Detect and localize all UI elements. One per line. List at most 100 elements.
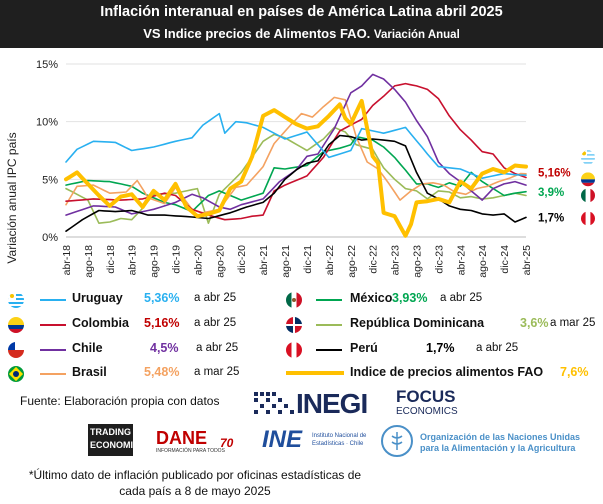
uruguay-name: Uruguay — [72, 291, 123, 305]
peru-line-sample — [316, 349, 342, 351]
x-tick-label: dic-24 — [499, 245, 511, 274]
brasil-flag-icon — [8, 366, 24, 382]
ine-sub-2: Estadísticas · Chile — [312, 441, 364, 447]
brasil-date: a mar 25 — [194, 366, 240, 378]
x-tick-label: ago-18 — [83, 245, 95, 278]
subtitle-main: VS Indice precios de Alimentos FAO. — [143, 26, 371, 41]
trading-economics-full: TRADING ECONOMICS — [88, 424, 146, 456]
series-lines — [64, 73, 528, 238]
dane-logo: DANE 70 INFORMACIÓN PARA TODOS — [156, 428, 246, 458]
chile-date: a abr 25 — [196, 342, 239, 354]
x-tick-label: ago-21 — [280, 245, 292, 278]
footnote-line-1: *Último dato de inflación publicado por … — [28, 468, 362, 482]
legend-item-mexico: México 3,93% a abr 25 — [286, 290, 596, 310]
economics-word: ECONOMICS — [90, 440, 146, 450]
source-text: Fuente: Elaboración propia con datos — [20, 394, 220, 408]
x-tick-label: dic-22 — [368, 245, 380, 274]
series-line-indice-de-precios-alimentos-fao — [64, 98, 528, 238]
inegi-mark-icon — [254, 392, 294, 414]
chile-value: 4,5% — [150, 341, 179, 355]
legend-item-dominicana: República Dominicana 3,6% a mar 25 — [286, 315, 596, 335]
legend-item-brasil: Brasil 5,48% a mar 25 — [8, 364, 278, 384]
y-tick-label: 15% — [36, 59, 58, 71]
focus-economics-text: ECONOMICS — [396, 406, 458, 417]
chile-flag-icon — [8, 342, 24, 358]
footnote: *Último dato de inflación publicado por … — [0, 467, 390, 499]
focus-economics-logo: FOCUS ECONOMICS — [396, 388, 486, 422]
x-tick-label: abr-19 — [127, 245, 139, 276]
uruguay-value: 5,36% — [144, 291, 180, 305]
legend-item-uruguay: Uruguay 5,36% a abr 25 — [8, 290, 278, 310]
inegi-text: INEGI — [296, 388, 368, 419]
chile-name: Chile — [72, 341, 103, 355]
dane-sub: INFORMACIÓN PARA TODOS — [156, 448, 225, 454]
y-tick-label: 10% — [36, 117, 58, 129]
dominicana-date: a mar 25 — [550, 317, 596, 329]
x-tick-label: dic-20 — [236, 245, 248, 274]
mexico-end-flag-icon — [581, 188, 595, 203]
x-tick-label: abr-18 — [61, 245, 73, 276]
fao-text-1: Organización de las Naciones Unidas — [420, 432, 581, 442]
brasil-name: Brasil — [72, 365, 107, 379]
dominicana-flag-icon — [286, 317, 302, 333]
fao-text-2: para la Alimentación y la Agricultura — [420, 443, 576, 453]
series-line-colombia — [65, 82, 527, 221]
x-tick-label: abr-21 — [258, 245, 270, 276]
dane-years: 70 — [220, 436, 234, 450]
x-tick-label: dic-21 — [302, 245, 314, 274]
fao-line-sample — [286, 371, 344, 375]
peru-flag-icon — [286, 342, 302, 358]
series-line-per- — [65, 134, 527, 232]
x-axis-ticks: abr-18 ago-18 dic-18 abr-19 ago-19 dic-19 abr-… — [61, 245, 533, 278]
fao-value: 7,6% — [560, 365, 589, 379]
fao-name: Indice de precios alimentos FAO — [350, 365, 544, 379]
brasil-value: 5,48% — [144, 365, 180, 379]
focus-text: FOCUS — [396, 387, 456, 406]
dominicana-value: 3,6% — [520, 316, 549, 330]
ine-text: INE — [262, 426, 303, 453]
end-flags — [581, 150, 595, 226]
mexico-name: México — [350, 291, 393, 305]
fao-logo: Organización de las Naciones Unidas para… — [380, 424, 580, 458]
end-label: 3,9% — [538, 187, 564, 199]
dominicana-line-sample — [316, 324, 342, 326]
fao-emblem-icon — [381, 425, 413, 457]
chile-line-sample — [40, 349, 66, 351]
chart-subtitle: VS Indice precios de Alimentos FAO. Vari… — [0, 26, 603, 41]
end-labels: 5,16% 3,9% 1,7% — [538, 167, 571, 224]
mexico-date: a abr 25 — [440, 292, 483, 304]
x-tick-label: dic-23 — [433, 245, 445, 274]
colombia-value: 5,16% — [144, 316, 180, 330]
y-gridlines — [66, 63, 526, 238]
footnote-line-2: cada país a 8 de mayo 2025 — [119, 484, 271, 498]
peru-date: a abr 25 — [476, 342, 519, 354]
legend-item-fao: Indice de precios alimentos FAO 7,6% — [286, 364, 598, 384]
subtitle-small: Variación Anual — [373, 29, 460, 41]
series-line-uruguay — [65, 112, 527, 179]
colombia-date: a abr 25 — [194, 317, 237, 329]
legend-item-peru: Perú 1,7% a abr 25 — [286, 340, 596, 360]
colombia-line-sample — [40, 324, 66, 326]
x-tick-label: abr-23 — [390, 245, 402, 276]
colombia-name: Colombia — [72, 316, 129, 330]
x-tick-label: abr-20 — [192, 245, 204, 276]
mexico-line-sample — [316, 299, 342, 301]
x-tick-label: dic-19 — [171, 245, 183, 274]
end-label: 5,16% — [538, 167, 571, 179]
x-tick-label: dic-18 — [105, 245, 117, 274]
brasil-line-sample — [40, 373, 66, 375]
inegi-logo: INEGI — [252, 388, 380, 419]
y-axis-label: Variación anual IPC país — [5, 132, 19, 263]
uruguay-flag-icon — [8, 292, 24, 308]
peru-value: 1,7% — [426, 341, 455, 355]
dane-text: DANE — [156, 428, 208, 448]
series-line-brasil — [65, 96, 527, 214]
dominicana-name: República Dominicana — [350, 316, 485, 330]
uruguay-line-sample — [40, 299, 66, 301]
peru-name: Perú — [350, 341, 378, 355]
legend-item-colombia: Colombia 5,16% a abr 25 — [8, 315, 278, 335]
legend-item-chile: Chile 4,5% a abr 25 — [8, 340, 278, 360]
chart-header: Inflación interanual en países de Améric… — [0, 0, 603, 48]
trading-word: TRADING — [90, 427, 131, 437]
